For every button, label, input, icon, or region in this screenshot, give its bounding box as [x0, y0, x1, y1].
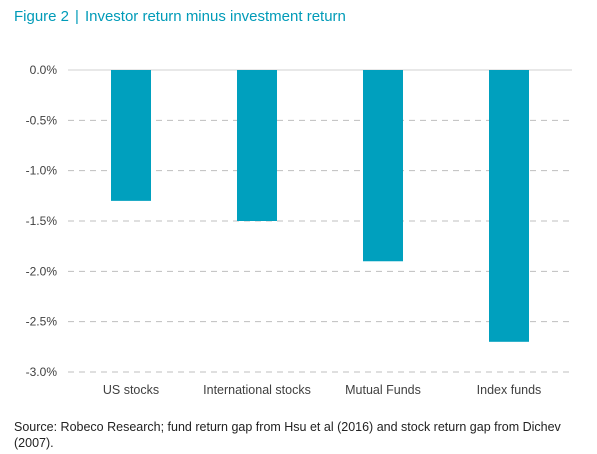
y-tick-label: 0.0%: [30, 63, 58, 77]
x-tick-label: Mutual Funds: [345, 383, 421, 397]
x-tick-label: Index funds: [477, 383, 542, 397]
y-tick-label: -3.0%: [26, 365, 58, 379]
bar: [489, 70, 529, 342]
y-tick-label: -1.5%: [26, 214, 58, 228]
figure-title-text: Investor return minus investment return: [84, 8, 346, 25]
y-tick-label: -2.0%: [26, 264, 58, 278]
source-note: Source: Robeco Research; fund return gap…: [14, 420, 561, 450]
figure-label: Figure 2: [14, 8, 70, 25]
bar: [111, 70, 151, 201]
bar-chart: 0.0% -0.5% -1.0% -1.5% -2.0% -2.5% -3.0% US sto…: [26, 63, 572, 397]
y-tick-label: -2.5%: [26, 315, 58, 329]
title-separator: |: [75, 8, 79, 25]
x-tick-label: US stocks: [103, 383, 159, 397]
bar: [237, 70, 277, 221]
y-tick-label: -1.0%: [26, 164, 58, 178]
bar: [363, 70, 403, 262]
x-tick-label: International stocks: [203, 383, 311, 397]
figure-title: Figure 2 | Investor return minus investmen…: [14, 8, 346, 25]
y-tick-label: -0.5%: [26, 113, 58, 127]
